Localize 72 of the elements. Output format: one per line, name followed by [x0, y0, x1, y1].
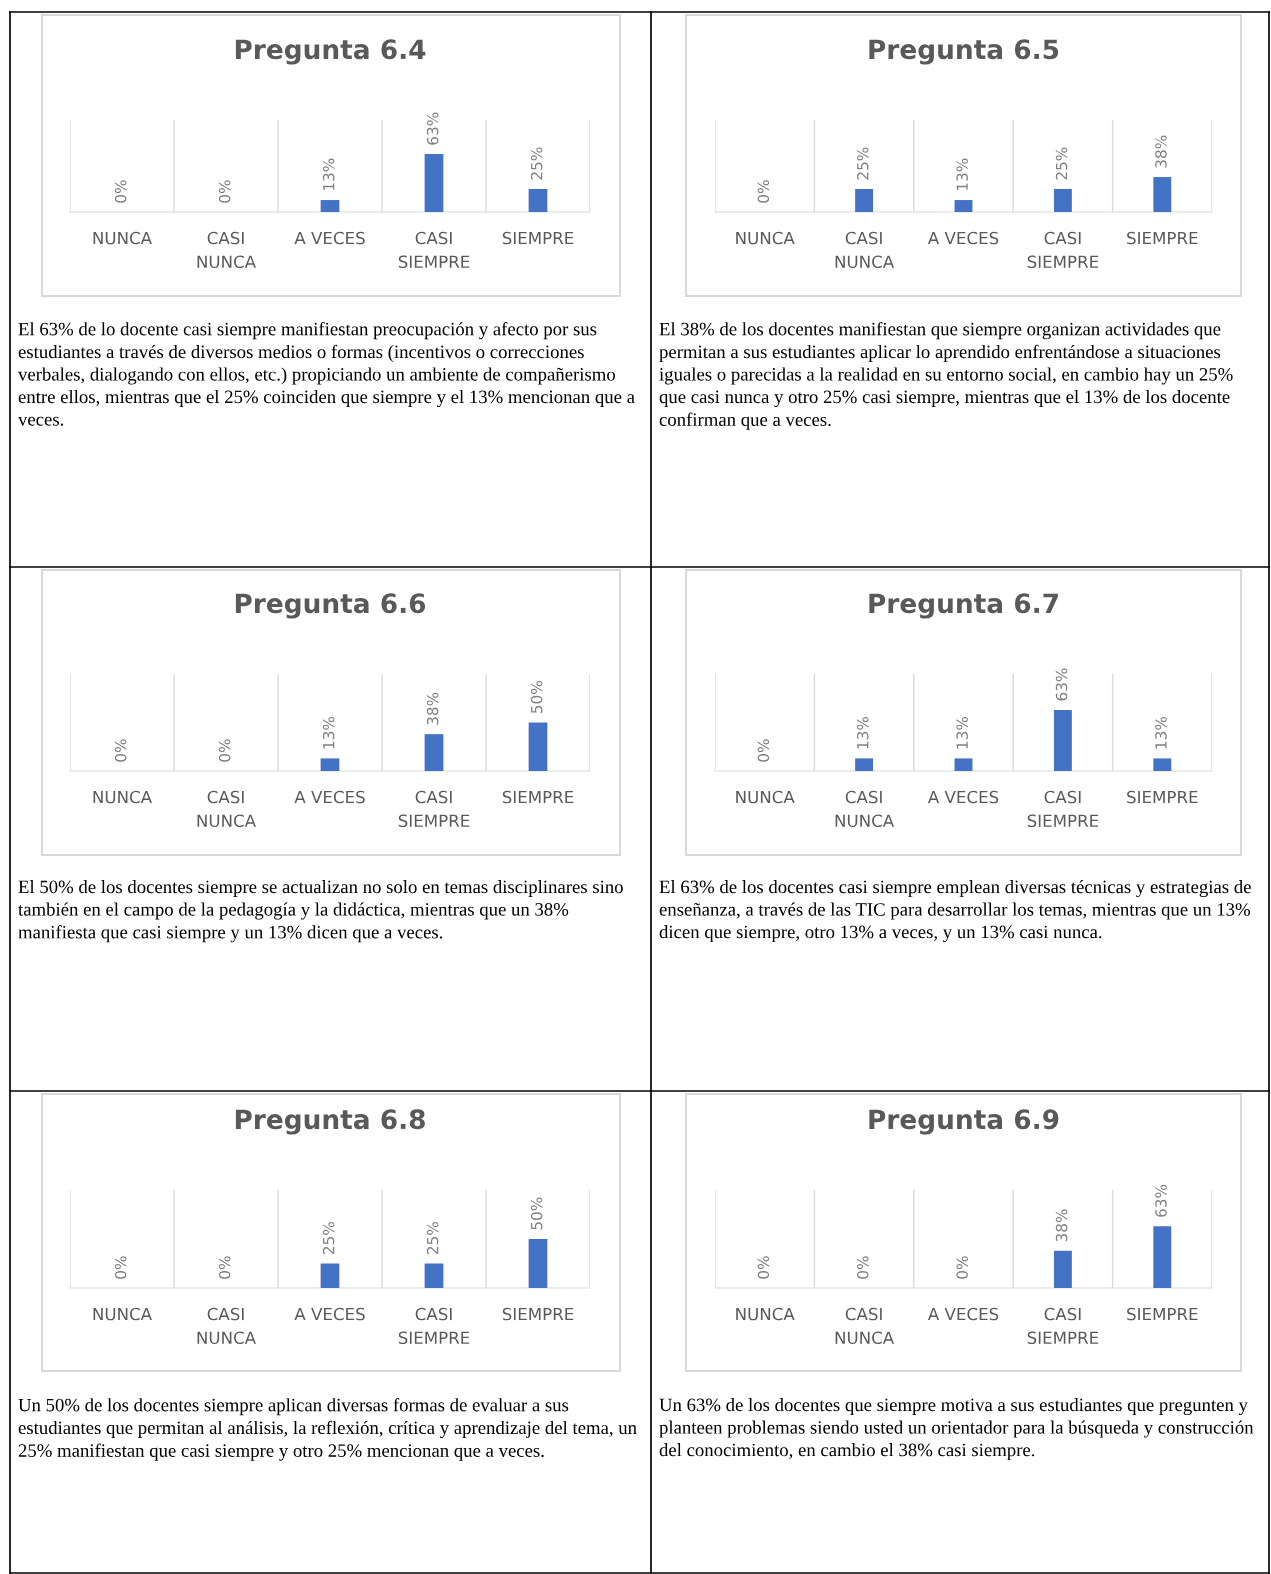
chart-title: Pregunta 6.5 — [869, 39, 1059, 65]
x-tick-label: CASI NUNCA — [197, 231, 256, 269]
x-tick-label: A VECES — [927, 231, 999, 245]
chart-title: Pregunta 6.4 — [235, 39, 426, 65]
data-label: 0% — [218, 180, 231, 203]
text: El 63% de los docentes casi siempre emplean diversas técnicas y estrategias de enseñanza, a través de las TIC para desarrollar los temas, mientras que un 13% dicen que siempre, otro 13% a veces, y un 13% casi nunca. — [659, 880, 1251, 943]
x-tick-label: A VECES — [927, 1307, 999, 1321]
data-label: 13% — [1155, 716, 1167, 749]
data-label: 25% — [856, 147, 869, 180]
x-tick-label: SIEMPRE — [502, 231, 574, 245]
text: Un 50% de los docentes siempre aplican diversas formas de evaluar a sus estudiantes que permitan al análisis, la reflexión, crítica y aprendizaje del tema, un 25% manifiestan que casi siempre y otro 25% mencionan que a veces. — [18, 1398, 637, 1461]
x-tick-label: CASI SIEMPRE — [1027, 1307, 1099, 1345]
data-label: 50% — [530, 681, 543, 713]
x-tick-label: A VECES — [294, 790, 365, 804]
x-tick-label: SIEMPRE — [502, 1307, 574, 1321]
x-tick-label: CASI SIEMPRE — [398, 790, 470, 828]
x-tick-label: NUNCA — [93, 790, 152, 804]
x-tick-label: SIEMPRE — [1127, 790, 1198, 804]
x-tick-label: NUNCA — [93, 1307, 152, 1321]
x-tick-label: CASI NUNCA — [835, 1307, 895, 1345]
data-label: 0% — [218, 739, 231, 762]
x-tick-label: CASI SIEMPRE — [398, 231, 470, 269]
chart-title: Pregunta 6.7 — [869, 593, 1058, 619]
data-label: 0% — [757, 1256, 770, 1279]
data-label: 38% — [426, 692, 439, 725]
data-label: 63% — [1055, 668, 1068, 701]
data-label: 0% — [757, 739, 770, 762]
text: El 38% de los docentes manifiestan que siempre organizan actividades que permitan a sus estudiantes aplicar lo aprendido enfrentándose a situaciones iguales o parecidas a la realidad en su entorno social, en cambio hay un 25% que casi nunca y otro 25% casi siempre, mientras que el 13% de los docente confirman que a veces. — [659, 322, 1233, 430]
x-tick-label: CASI SIEMPRE — [1027, 790, 1099, 828]
data-label: 0% — [956, 1256, 968, 1279]
chart-title: Pregunta 6.8 — [235, 1109, 425, 1135]
data-label: 38% — [1055, 1209, 1068, 1242]
data-label: 25% — [426, 1222, 439, 1255]
x-tick-label: NUNCA — [736, 1307, 795, 1321]
x-tick-label: CASI NUNCA — [197, 790, 256, 828]
data-label: 63% — [1155, 1184, 1167, 1217]
data-label: 0% — [757, 180, 770, 203]
data-label: 13% — [322, 716, 335, 749]
x-tick-label: SIEMPRE — [1127, 231, 1198, 245]
data-label: 13% — [322, 158, 335, 191]
data-label: 0% — [114, 1256, 127, 1279]
data-label: 0% — [114, 739, 127, 762]
x-tick-label: SIEMPRE — [502, 790, 574, 804]
x-tick-label: NUNCA — [736, 231, 795, 245]
data-label: 63% — [426, 112, 439, 145]
x-tick-label: CASI SIEMPRE — [1027, 231, 1099, 269]
x-tick-label: CASI NUNCA — [835, 231, 895, 269]
text: El 50% de los docentes siempre se actualizan no solo en temas disciplinares sino también en el campo de la pedagogía y la didáctica, mientras que un 38% manifiesta que casi siempre y un 13% dicen que a veces. — [18, 880, 623, 943]
chart-title: Pregunta 6.9 — [869, 1109, 1059, 1135]
data-label: 38% — [1155, 135, 1167, 168]
x-tick-label: NUNCA — [736, 790, 795, 804]
data-label: 0% — [856, 1256, 869, 1279]
data-label: 25% — [1055, 147, 1068, 180]
data-label: 0% — [218, 1256, 231, 1279]
x-tick-label: A VECES — [927, 790, 999, 804]
chart-title: Pregunta 6.6 — [235, 593, 426, 619]
x-tick-label: CASI NUNCA — [835, 790, 895, 828]
data-label: 13% — [956, 716, 968, 749]
data-label: 13% — [956, 158, 968, 191]
x-tick-label: CASI NUNCA — [197, 1307, 256, 1345]
data-label: 13% — [856, 716, 869, 749]
x-tick-label: NUNCA — [93, 231, 152, 245]
x-tick-label: A VECES — [294, 1307, 365, 1321]
data-label: 50% — [530, 1197, 543, 1230]
text: Un 63% de los docentes que siempre motiva a sus estudiantes que pregunten y planteen problemas siendo usted un orientador para la búsqueda y construcción del conocimiento, en cambio el 38% casi siempre. — [659, 1398, 1254, 1461]
data-label: 25% — [530, 147, 543, 180]
text: El 63% de lo docente casi siempre manifiestan preocupación y afecto por sus estudiantes a través de diversos medios o formas (incentivos o correcciones verbales, dialogando con ellos, etc.) propiciando un ambiente de compañerismo entre ellos, mientras que el 25% coinciden que siempre y el 13% mencionan que a veces. — [18, 322, 635, 426]
data-label: 25% — [322, 1222, 335, 1255]
data-label: 0% — [114, 180, 127, 203]
x-tick-label: SIEMPRE — [1127, 1307, 1198, 1321]
x-tick-label: CASI SIEMPRE — [398, 1307, 470, 1345]
x-tick-label: A VECES — [294, 231, 365, 245]
